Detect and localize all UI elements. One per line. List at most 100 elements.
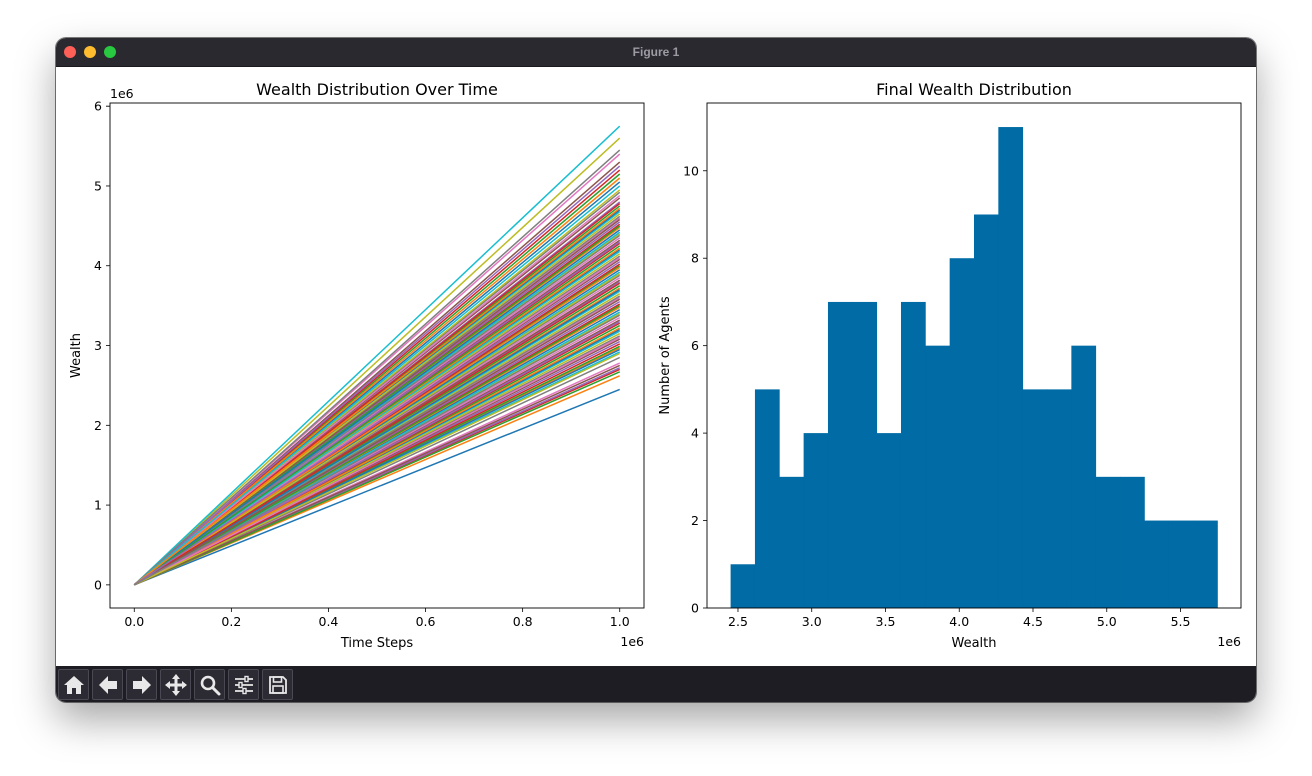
line-chart-xtick-label: 0.8 xyxy=(513,614,533,629)
histogram-xtick-label: 4.5 xyxy=(1023,614,1043,629)
histogram-bar xyxy=(730,564,756,608)
home-icon xyxy=(63,675,84,694)
histogram-bar xyxy=(1120,476,1145,608)
histogram-ytick-label: 8 xyxy=(691,251,699,266)
line-chart-xtick-label: 0.4 xyxy=(319,614,339,629)
agent-wealth-line xyxy=(133,229,621,586)
agent-wealth-line xyxy=(133,314,621,586)
line-chart-title: Wealth Distribution Over Time xyxy=(256,80,498,99)
home-button[interactable] xyxy=(58,669,89,700)
line-chart-xtick-label: 0.2 xyxy=(221,614,241,629)
line-chart-xtick-label: 0.6 xyxy=(416,614,436,629)
agent-wealth-line xyxy=(133,364,621,586)
histogram-xlabel: Wealth xyxy=(951,636,996,651)
window-title: Figure 1 xyxy=(632,45,680,59)
agent-wealth-line xyxy=(133,245,621,586)
agent-wealth-line xyxy=(133,336,621,586)
histogram-xtick-label: 4.0 xyxy=(949,614,969,629)
histogram-x-offset: 1e6 xyxy=(1217,634,1241,649)
histogram-xtick-label: 3.0 xyxy=(802,614,822,629)
agent-wealth-line xyxy=(133,371,621,586)
pan-button[interactable] xyxy=(160,669,191,700)
histogram-bar xyxy=(827,301,853,608)
agent-wealth-line xyxy=(133,266,621,586)
histogram-bar xyxy=(1193,520,1218,608)
forward-button[interactable] xyxy=(126,669,157,700)
histogram-spines xyxy=(706,102,1242,609)
histogram-axes: 2.5 3.0 3.5 4.0 4.5 5.0 5.5 0 2 4 6 8 10 Final Wealth… xyxy=(658,80,1242,651)
move-icon xyxy=(164,673,187,696)
histogram-bar xyxy=(1168,520,1194,608)
minimize-window-button[interactable] xyxy=(84,46,96,58)
title-bar[interactable]: Figure 1 xyxy=(56,38,1256,67)
line-chart-ytick-label: 1 xyxy=(94,498,102,513)
line-chart-ytick-label: 6 xyxy=(94,99,102,114)
line-chart-ytick-label: 0 xyxy=(94,577,102,592)
histogram-bar xyxy=(1095,476,1121,608)
agent-wealth-line xyxy=(133,250,621,586)
agent-wealth-line xyxy=(133,177,621,586)
line-chart-ytick-label: 2 xyxy=(94,418,102,433)
agent-wealth-line xyxy=(133,137,621,586)
agent-wealth-line xyxy=(133,388,621,586)
histogram-bar xyxy=(974,214,999,608)
line-chart-xlabel: Time Steps xyxy=(340,636,414,651)
line-chart-ytick-label: 4 xyxy=(94,258,102,273)
floppy-disk-icon xyxy=(268,675,287,694)
agent-wealth-line xyxy=(133,234,621,586)
agent-wealth-line xyxy=(133,289,621,586)
agent-wealth-line xyxy=(133,149,621,586)
histogram-bar xyxy=(998,127,1024,609)
figure-canvas[interactable]: 0.0 0.2 0.4 0.6 0.8 1.0 0 1 2 3 4 5 6 Wealth Distribu… xyxy=(56,67,1256,666)
agent-wealth-line xyxy=(133,185,621,586)
line-chart-xtick-label: 0.0 xyxy=(124,614,144,629)
histogram-ytick-label: 10 xyxy=(683,163,699,178)
histogram-bar xyxy=(1047,389,1072,608)
magnifier-icon xyxy=(200,675,220,695)
zoom-button[interactable] xyxy=(194,669,225,700)
histogram-bar xyxy=(754,389,780,608)
arrow-right-icon xyxy=(132,675,151,694)
histogram-bar xyxy=(1144,520,1170,608)
maximize-window-button[interactable] xyxy=(104,46,116,58)
agent-wealth-line xyxy=(133,207,621,586)
histogram-ytick-label: 4 xyxy=(691,426,699,441)
agent-wealth-line xyxy=(133,298,621,586)
arrow-left-icon xyxy=(98,675,117,694)
histogram-xtick-label: 3.5 xyxy=(876,614,896,629)
figure-svg: 0.0 0.2 0.4 0.6 0.8 1.0 0 1 2 3 4 5 6 Wealth Distribu… xyxy=(69,80,1242,651)
agent-wealth-line xyxy=(133,304,621,586)
figure-window: Figure 1 0.0 0.2 0.4 0.6 0.8 1.0 0 1 2 3 4 5 6 Wealth… xyxy=(56,38,1256,702)
histogram-bar xyxy=(852,301,878,608)
histogram-bar xyxy=(876,433,902,608)
histogram-xtick-label: 5.5 xyxy=(1171,614,1191,629)
agent-wealth-line xyxy=(133,343,621,586)
histogram-ytick-label: 6 xyxy=(691,338,699,353)
histogram-bar xyxy=(803,433,829,608)
agent-wealth-line xyxy=(133,352,621,586)
agent-wealth-line xyxy=(133,273,621,586)
histogram-ytick-label: 2 xyxy=(691,513,699,528)
histogram-bar xyxy=(1022,389,1048,608)
sliders-icon xyxy=(234,675,253,694)
agent-wealth-line xyxy=(133,194,621,586)
agent-wealth-line xyxy=(133,320,621,586)
configure-subplots-button[interactable] xyxy=(228,669,259,700)
save-button[interactable] xyxy=(262,669,293,700)
line-chart-axes: 0.0 0.2 0.4 0.6 0.8 1.0 0 1 2 3 4 5 6 Wealth Distribu… xyxy=(69,80,645,651)
histogram-bar xyxy=(1071,345,1097,608)
histogram-title: Final Wealth Distribution xyxy=(876,80,1072,99)
histogram-bar xyxy=(779,476,805,608)
line-chart-y-offset: 1e6 xyxy=(110,86,134,101)
histogram-ylabel: Number of Agents xyxy=(658,296,673,414)
line-chart-ytick-label: 5 xyxy=(94,178,102,193)
back-button[interactable] xyxy=(92,669,123,700)
line-chart-ylabel: Wealth xyxy=(69,333,84,378)
agent-wealth-line xyxy=(133,125,621,586)
histogram-xtick-label: 2.5 xyxy=(728,614,748,629)
line-chart-x-offset: 1e6 xyxy=(620,634,644,649)
histogram-bar xyxy=(925,345,951,608)
histogram-xtick-label: 5.0 xyxy=(1097,614,1117,629)
histogram-bar xyxy=(949,258,975,608)
close-window-button[interactable] xyxy=(64,46,76,58)
